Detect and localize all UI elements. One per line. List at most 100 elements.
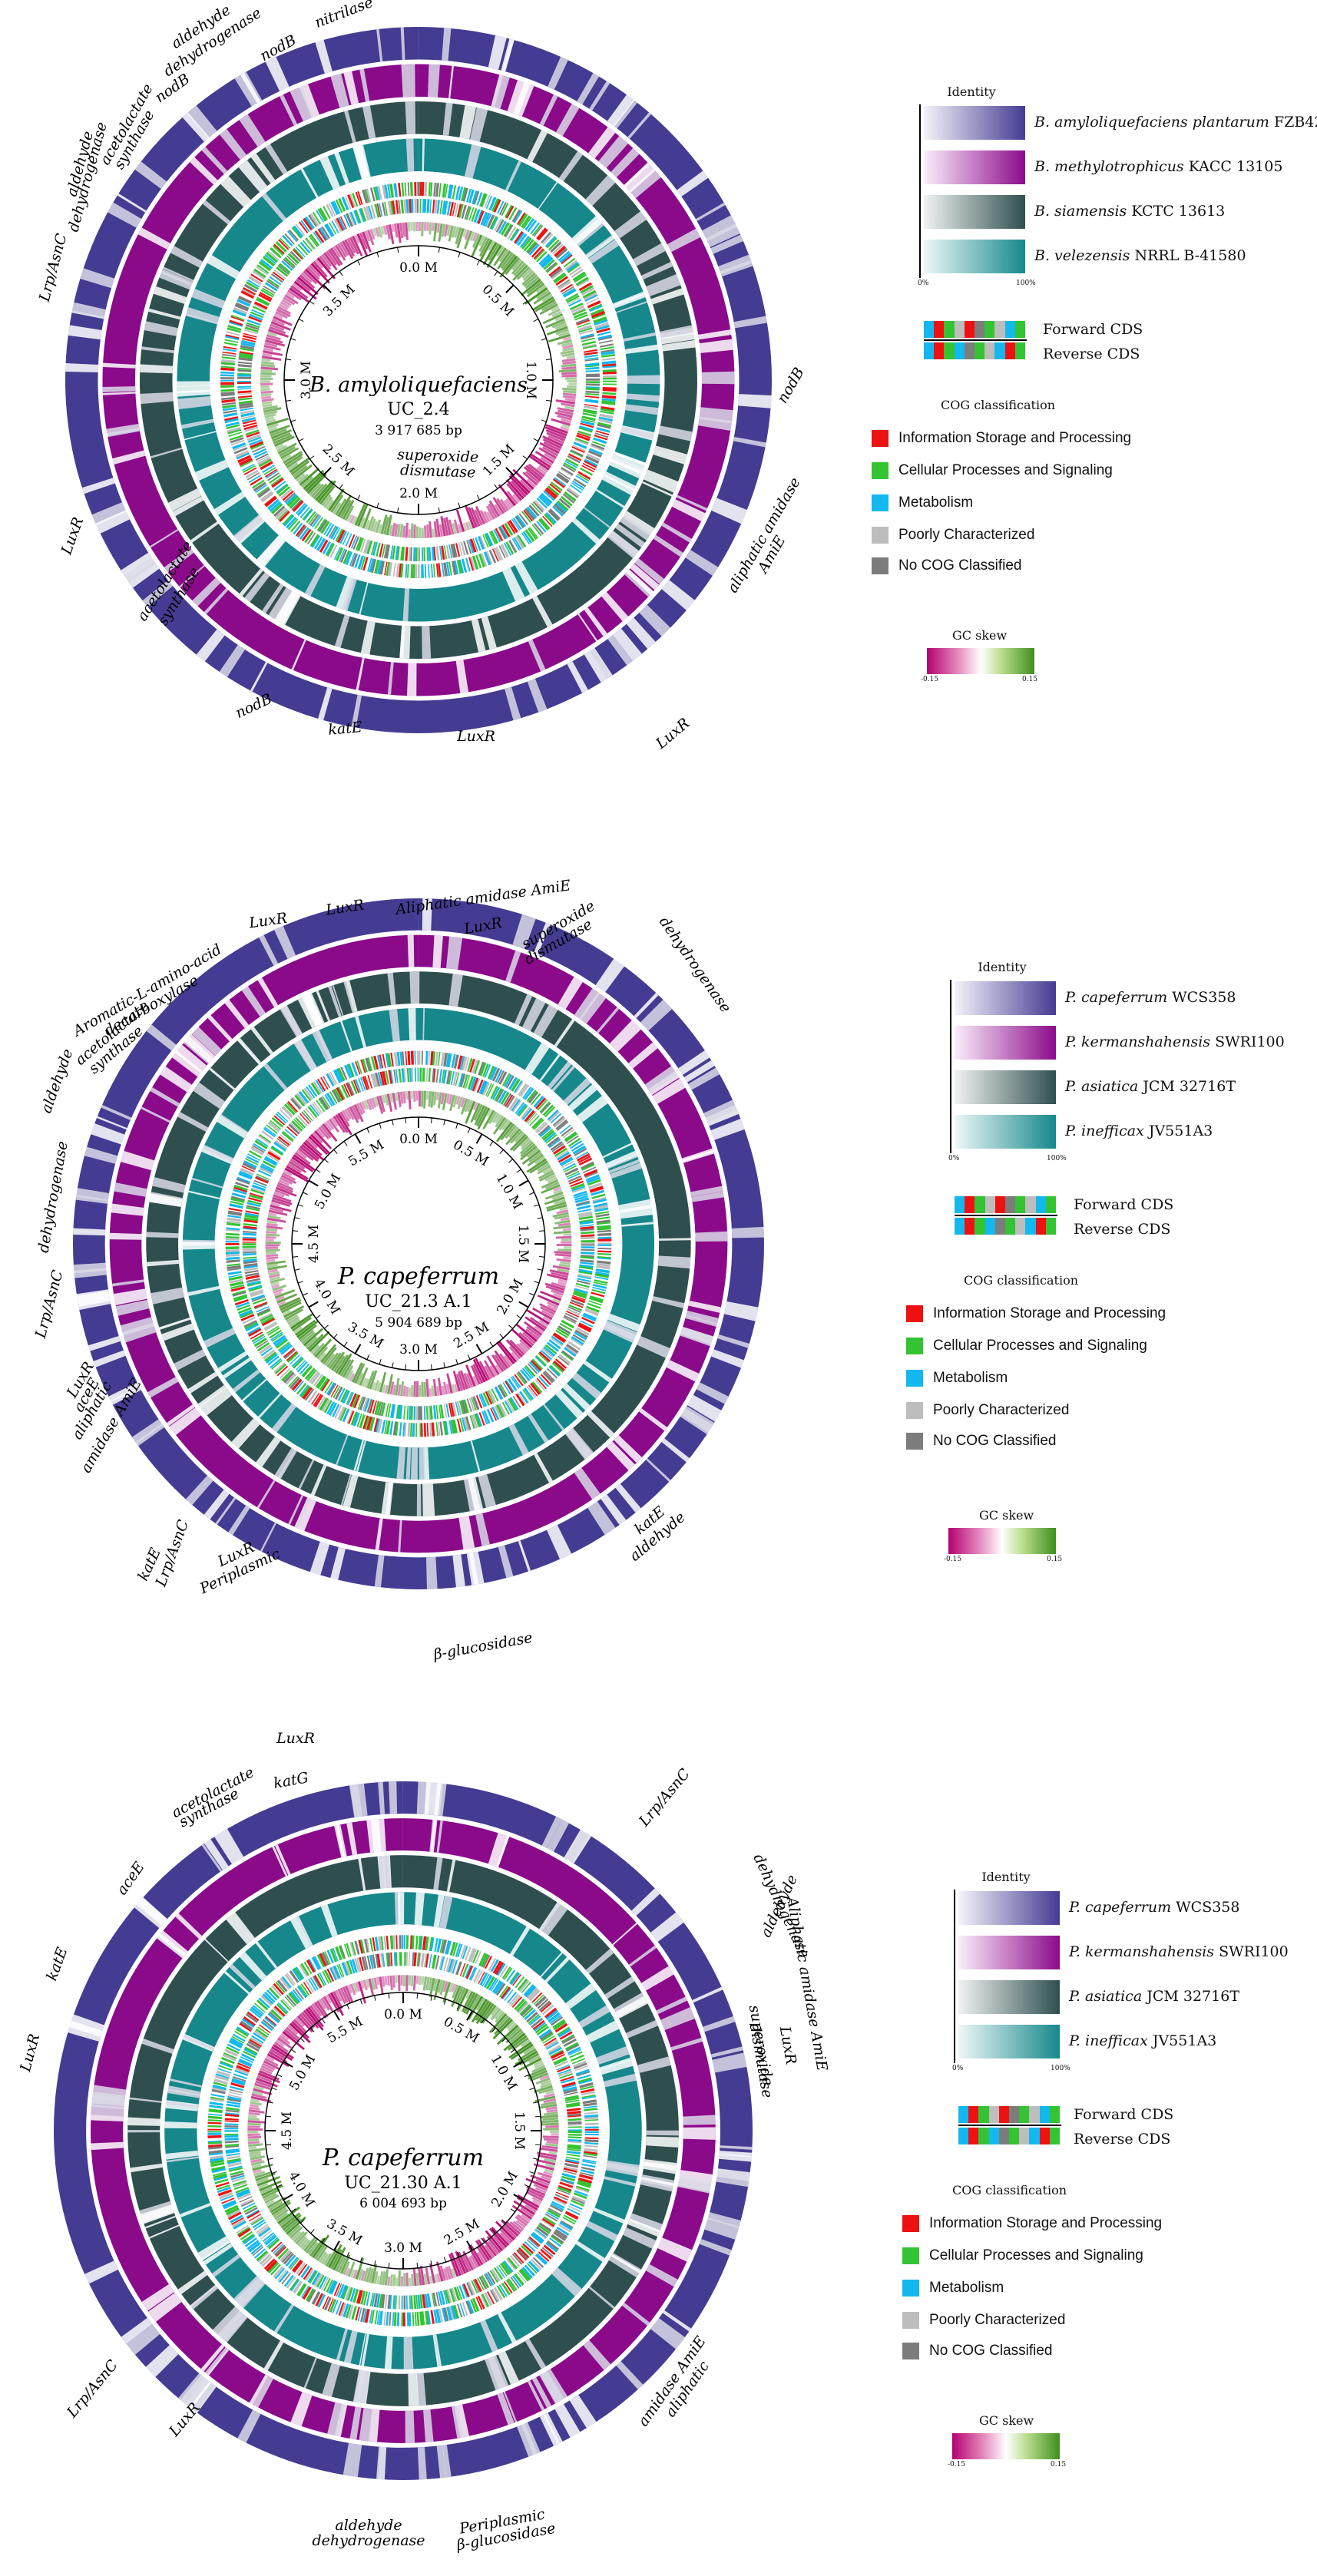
cds-segment (538, 2000, 551, 2012)
cds-segment (553, 1360, 565, 1371)
identity-gap (111, 1203, 144, 1216)
cds-segment (380, 1936, 384, 1950)
cds-segment (299, 527, 309, 540)
gc-skew-segment (290, 1158, 306, 1170)
cds-segment (550, 241, 562, 253)
cds-segment (243, 1225, 257, 1229)
cds-segment (529, 2015, 541, 2026)
cds-segment (412, 1423, 415, 1437)
cds-segment (461, 204, 467, 219)
cog-label-cell: Cellular Processes and Signaling (933, 1338, 1147, 1354)
identity-gap (204, 1328, 236, 1348)
cds-segment (403, 2295, 406, 2310)
gc-skew-segment (512, 494, 521, 503)
gc-skew-segment (400, 1975, 403, 1986)
identity-gap (381, 1482, 392, 1515)
cds-segment (372, 541, 378, 556)
cds-segment (263, 2234, 276, 2244)
cds-segment (376, 1401, 382, 1416)
cds-segment (597, 1238, 612, 1242)
cds-segment (276, 2003, 288, 2015)
cds-segment (422, 199, 425, 213)
cds-segment (410, 1050, 414, 1065)
cds-segment (516, 1103, 527, 1116)
cds-segment (555, 276, 568, 286)
identity-gap (604, 1320, 637, 1341)
gc-skew-segment (555, 1235, 572, 1239)
cds-segment (548, 1365, 561, 1377)
cds-segment (585, 373, 600, 376)
cds-segment (438, 1404, 442, 1419)
gc-skew-segment (269, 1273, 280, 1278)
identity-gap (147, 1377, 179, 1398)
cds-segment (376, 203, 382, 217)
identity-gap (226, 1912, 255, 1945)
gc-skew-segment (339, 2254, 351, 2274)
identity-gap (151, 1287, 184, 1305)
identity-gap (485, 2356, 506, 2391)
cds-segment (589, 1295, 604, 1302)
identity-gap (159, 1318, 190, 1330)
center-size: 6 004 693 bp (359, 2196, 447, 2211)
cds-segment (571, 482, 584, 491)
gc-skew-segment (342, 240, 354, 260)
cds-segment (250, 1294, 265, 1301)
cds-segment (472, 1077, 479, 1092)
cds-segment (521, 1367, 533, 1380)
identity-gap (567, 661, 588, 693)
cds-segment (305, 1108, 316, 1119)
cds-swatch (1025, 1218, 1036, 1235)
cog-swatch-info (872, 430, 888, 447)
gc-skew-segment (329, 247, 343, 266)
cds-segment (399, 1422, 402, 1437)
cds-segment (258, 260, 272, 272)
cds-segment (362, 1415, 369, 1430)
cds-segment (389, 2312, 392, 2326)
gc-skew-segment (411, 2273, 415, 2287)
cds-segment (229, 2167, 243, 2172)
cds-segment (247, 1281, 261, 1287)
cds-segment (594, 1207, 609, 1212)
cds-segment (562, 2084, 577, 2089)
scale-label: 5.5 M (325, 2014, 366, 2046)
cds-segment (259, 1312, 273, 1321)
gc-skew-segment (273, 2043, 294, 2059)
cog-swatch-info (906, 1305, 923, 1322)
cds-segment (584, 2148, 598, 2153)
cds-segment (545, 511, 557, 524)
legend-2: Identity P. capeferrum WCS358 P. kermans… (906, 952, 1317, 1566)
cds-segment (303, 1982, 313, 1995)
scale-minor-tick (291, 2208, 296, 2213)
gc-skew-segment (278, 1297, 300, 1309)
cds-segment (580, 285, 594, 294)
cds-segment (524, 2009, 536, 2020)
cds-segment (270, 2264, 281, 2276)
cds-segment (232, 2033, 246, 2042)
gc-skew-segment (541, 293, 553, 303)
cds-segment (240, 1311, 253, 1319)
cds-segment (260, 1347, 273, 1357)
cds-segment (324, 1381, 333, 1394)
gc-skew-segment (351, 1362, 363, 1383)
cds-segment (250, 441, 263, 448)
cds-segment (389, 200, 395, 215)
cds-segment (545, 2242, 558, 2253)
identity-label-3: P. asiatica JCM 32716T (1069, 1988, 1239, 2005)
gene-label: Lrp/AsnC (635, 1765, 693, 1830)
cds-segment (602, 365, 617, 369)
cds-segment (588, 1182, 603, 1189)
gc-skew-segment (492, 2019, 514, 2040)
gc-skew-segment (405, 222, 409, 240)
cds-segment (446, 1940, 452, 1955)
gc-skew-segment (497, 250, 511, 270)
gc-skew-segment (472, 1364, 484, 1384)
identity-bar-2 (958, 1936, 1060, 1969)
scale-minor-tick (309, 300, 315, 305)
cds-segment (558, 498, 571, 509)
gc-skew-segment (386, 224, 391, 240)
identity-gap (359, 2333, 366, 2366)
cds-segment (465, 1416, 472, 1430)
identity-gap (81, 478, 115, 494)
cds-segment (596, 1219, 611, 1224)
cds-segment (417, 181, 420, 197)
